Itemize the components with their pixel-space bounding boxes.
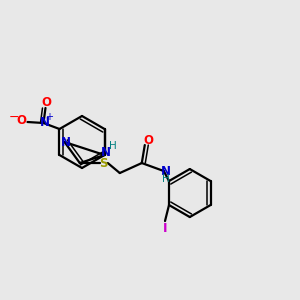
Text: O: O bbox=[16, 115, 26, 128]
Text: H: H bbox=[162, 174, 170, 184]
Text: O: O bbox=[41, 97, 52, 110]
Text: H: H bbox=[109, 141, 116, 151]
Text: +: + bbox=[46, 112, 53, 122]
Text: N: N bbox=[100, 146, 110, 160]
Text: N: N bbox=[61, 136, 70, 149]
Text: S: S bbox=[100, 157, 108, 169]
Text: N: N bbox=[40, 116, 50, 130]
Text: I: I bbox=[163, 221, 167, 235]
Text: O: O bbox=[144, 134, 154, 146]
Text: N: N bbox=[161, 164, 171, 178]
Text: −: − bbox=[8, 110, 19, 124]
